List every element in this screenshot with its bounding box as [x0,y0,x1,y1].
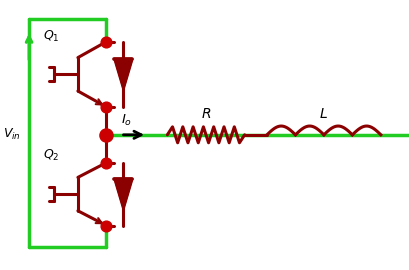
Point [103,160,109,165]
Text: $Q_1$: $Q_1$ [43,29,60,44]
Text: $I_o$: $I_o$ [121,113,132,128]
Polygon shape [114,59,132,89]
Point [103,105,109,109]
Text: $V_{in}$: $V_{in}$ [2,127,20,142]
Point [103,223,109,228]
Point [103,133,109,137]
Polygon shape [114,179,132,209]
Text: $L$: $L$ [319,107,328,121]
Text: $Q_2$: $Q_2$ [43,148,60,163]
Text: $R$: $R$ [200,107,211,121]
Point [103,39,109,44]
